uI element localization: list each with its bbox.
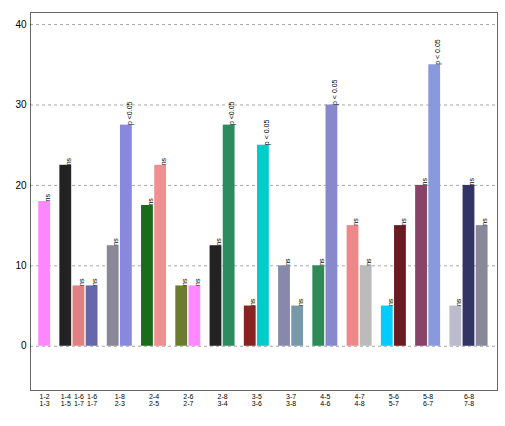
svg-text:30: 30 <box>15 99 27 110</box>
svg-text:ns: ns <box>112 238 119 246</box>
svg-text:10: 10 <box>15 260 27 271</box>
svg-text:ns: ns <box>468 178 475 186</box>
svg-text:p < 0.05: p < 0.05 <box>434 39 442 65</box>
svg-text:ns: ns <box>147 198 154 206</box>
svg-text:ns: ns <box>352 218 359 226</box>
svg-text:1-41-5: 1-41-5 <box>61 393 71 407</box>
svg-text:ns: ns <box>91 278 98 286</box>
svg-text:ns: ns <box>297 298 304 306</box>
svg-text:ns: ns <box>421 178 428 186</box>
svg-text:20: 20 <box>15 180 27 191</box>
svg-text:1-21-3: 1-21-3 <box>40 393 50 407</box>
svg-text:3-73-8: 3-73-8 <box>286 393 296 407</box>
svg-text:4-54-6: 4-54-6 <box>320 393 330 407</box>
svg-text:ns: ns <box>455 298 462 306</box>
svg-text:ns: ns <box>387 298 394 306</box>
svg-text:3-53-6: 3-53-6 <box>252 393 262 407</box>
svg-text:1-82-3: 1-82-3 <box>115 393 125 407</box>
svg-text:ns: ns <box>400 218 407 226</box>
svg-text:ns: ns <box>215 238 222 246</box>
svg-text:ns: ns <box>365 258 372 266</box>
svg-text:ns: ns <box>249 298 256 306</box>
svg-text:4-74-8: 4-74-8 <box>355 393 365 407</box>
svg-text:40: 40 <box>15 19 27 30</box>
svg-text:6-87-8: 6-87-8 <box>464 393 474 407</box>
svg-text:ns: ns <box>194 278 201 286</box>
svg-text:2-42-5: 2-42-5 <box>149 393 159 407</box>
svg-text:5-65-7: 5-65-7 <box>389 393 399 407</box>
svg-text:p <0.05: p <0.05 <box>228 101 236 125</box>
svg-text:ns: ns <box>181 278 188 286</box>
svg-text:ns: ns <box>78 278 85 286</box>
svg-text:ns: ns <box>481 218 488 226</box>
svg-text:2-62-7: 2-62-7 <box>183 393 193 407</box>
svg-text:ns: ns <box>318 258 325 266</box>
svg-text:0: 0 <box>21 340 27 351</box>
svg-text:p <0.05: p <0.05 <box>126 101 134 125</box>
svg-text:5-86-7: 5-86-7 <box>423 393 433 407</box>
svg-text:ns: ns <box>44 194 51 202</box>
svg-text:p < 0.05: p < 0.05 <box>331 79 339 105</box>
svg-text:1-61-7: 1-61-7 <box>87 393 97 407</box>
svg-text:ns: ns <box>65 157 72 165</box>
svg-text:p < 0.05: p < 0.05 <box>263 120 271 146</box>
svg-text:ns: ns <box>160 157 167 165</box>
svg-text:1-61-7: 1-61-7 <box>74 393 84 407</box>
svg-text:2-83-4: 2-83-4 <box>218 393 228 407</box>
svg-text:ns: ns <box>284 258 291 266</box>
